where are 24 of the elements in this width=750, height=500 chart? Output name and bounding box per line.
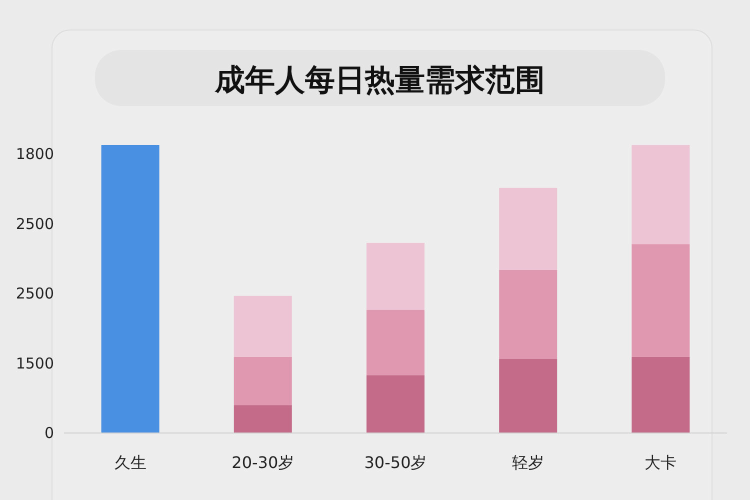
bar xyxy=(499,188,558,270)
x-tick-label: 大卡 xyxy=(644,453,677,472)
bar xyxy=(632,356,690,433)
bar xyxy=(632,244,690,357)
bar xyxy=(366,242,424,310)
bar xyxy=(499,270,558,359)
x-tick-label: 30-50岁 xyxy=(364,453,427,472)
bar xyxy=(366,310,424,376)
x-tick-label: 久生 xyxy=(114,453,146,472)
text: 2500 xyxy=(16,214,54,233)
text: 1800 xyxy=(16,145,54,163)
bar xyxy=(101,145,160,433)
bar xyxy=(234,356,292,406)
chart-title: 成年人每日热量需求范围 xyxy=(214,63,545,98)
bar xyxy=(632,145,690,244)
text: 1500 xyxy=(16,354,54,372)
x-tick-label: 20-30岁 xyxy=(232,453,294,472)
text: 2500 xyxy=(16,284,54,302)
text: 0 xyxy=(44,424,54,442)
bar xyxy=(366,375,424,433)
bar xyxy=(499,358,558,433)
bar xyxy=(234,296,292,357)
x-tick-label: 轻岁 xyxy=(512,453,544,472)
bar xyxy=(234,405,292,433)
